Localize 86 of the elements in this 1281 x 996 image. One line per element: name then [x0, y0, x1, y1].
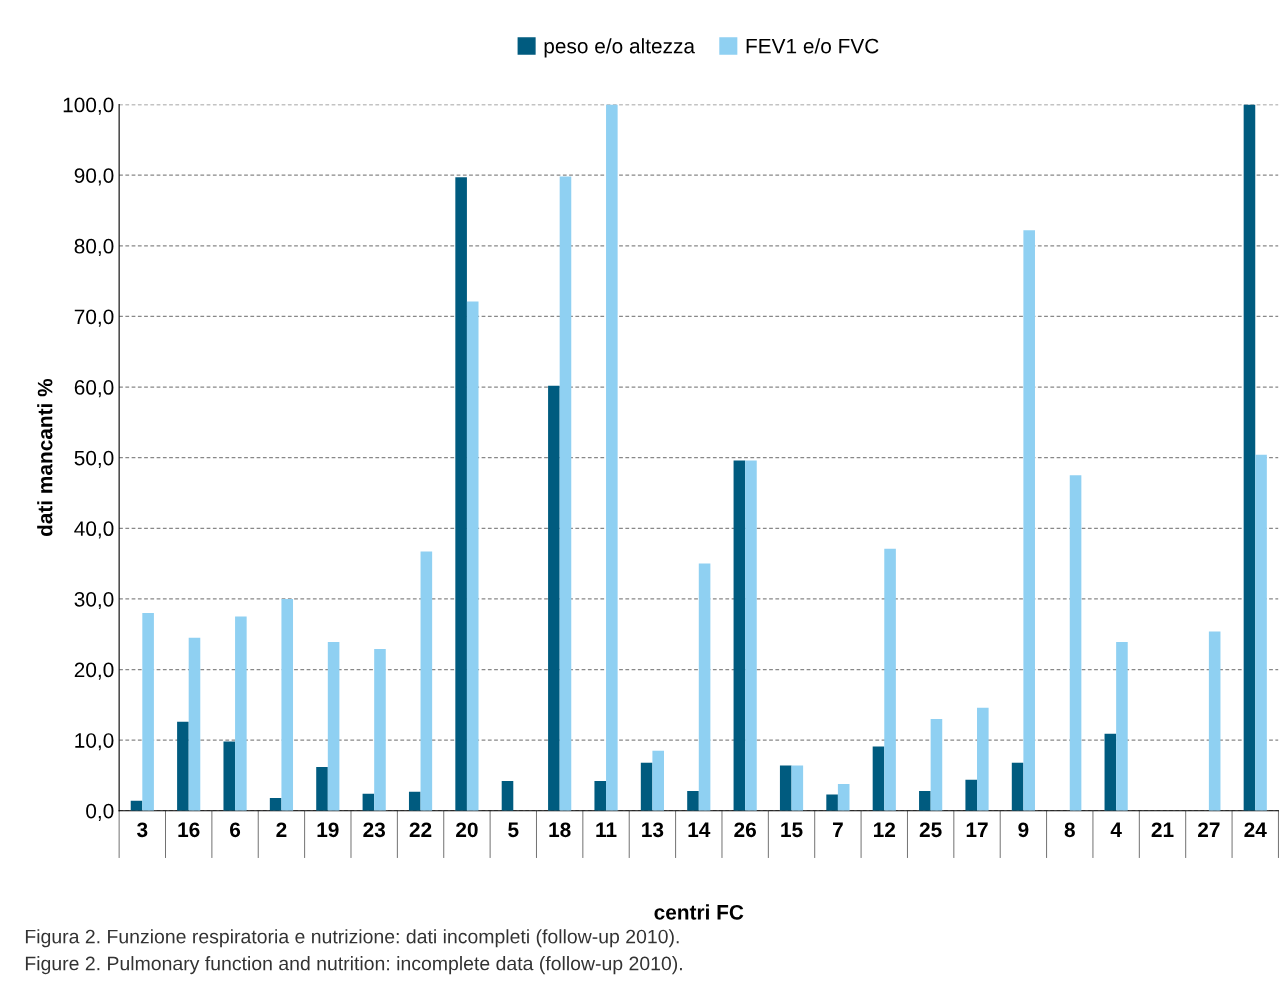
- x-tick-label: 22: [409, 822, 432, 837]
- x-tick-label: 9: [1018, 822, 1029, 838]
- bar: [884, 548, 896, 811]
- x-tick-label: 14: [688, 822, 711, 837]
- bar: [374, 649, 386, 811]
- x-tick-label: 18: [549, 822, 571, 838]
- bar: [501, 781, 514, 811]
- bar: [455, 177, 467, 811]
- x-tick-label: 8: [1064, 822, 1075, 838]
- bar: [188, 637, 201, 811]
- bar: [223, 741, 236, 811]
- bar: [930, 718, 943, 811]
- bar: [640, 762, 653, 811]
- x-tick-label: 24: [1244, 822, 1267, 837]
- x-tick-label: 27: [1198, 822, 1220, 837]
- x-tick-label: 6: [230, 822, 241, 838]
- bar: [420, 551, 433, 811]
- x-tick-label: 17: [966, 822, 988, 837]
- y-tick-label: 0,0: [86, 803, 114, 821]
- bar: [779, 765, 792, 811]
- caption: Figure 2. Pulmonary function and nutrition: incomplete data (follow-up 2010).: [25, 956, 682, 975]
- bar: [698, 563, 711, 811]
- bar: [837, 783, 850, 811]
- x-tick-label: 19: [317, 822, 339, 838]
- x-tick-label: 23: [363, 822, 386, 838]
- y-tick-label: 40,0: [74, 521, 114, 539]
- x-tick-label: 3: [137, 822, 148, 838]
- x-tick-label: 5: [508, 822, 519, 838]
- y-tick-label: 90,0: [74, 168, 114, 186]
- x-tick-label: 11: [596, 822, 617, 837]
- x-tick-label: 16: [178, 822, 200, 838]
- bar: [1116, 641, 1128, 811]
- y-tick-label: 30,0: [74, 591, 114, 610]
- bar: [177, 721, 189, 811]
- bar: [235, 616, 247, 811]
- x-tick-label: 21: [1151, 822, 1174, 837]
- bar: [466, 301, 479, 811]
- y-tick-label: 10,0: [75, 733, 114, 751]
- bar: [594, 781, 607, 811]
- bar: [1011, 762, 1024, 811]
- bar: [408, 791, 421, 811]
- bar: [652, 750, 665, 811]
- bar: [281, 598, 294, 811]
- y-tick-label: 60,0: [74, 380, 114, 398]
- x-tick-label: 26: [734, 822, 756, 838]
- bar: [606, 104, 618, 811]
- bar: [1243, 104, 1256, 811]
- x-tick-label: 12: [874, 822, 896, 837]
- bar: [791, 765, 804, 811]
- y-axis-title: dati mancanti %: [37, 378, 53, 537]
- x-tick-label: 20: [456, 822, 478, 838]
- x-tick-label: 7: [833, 822, 843, 837]
- bar: [142, 613, 154, 811]
- y-tick-label: 100,0: [63, 97, 114, 115]
- bar: [745, 460, 757, 811]
- bar: [548, 385, 560, 811]
- y-tick-label: 80,0: [74, 238, 114, 257]
- bar: [1208, 631, 1221, 811]
- bar: [919, 790, 931, 811]
- y-tick-label: 50,0: [74, 450, 114, 468]
- x-tick-label: 15: [781, 822, 803, 838]
- legend-label: peso e/o altezza: [544, 38, 695, 58]
- bar: [327, 641, 340, 811]
- bar: [362, 793, 375, 811]
- bar: [269, 798, 282, 811]
- x-tick-label: 13: [642, 822, 664, 838]
- bar: [316, 766, 328, 811]
- bar: [965, 779, 978, 811]
- bar: [1023, 230, 1035, 811]
- bar: [872, 746, 885, 811]
- bar: [733, 460, 746, 811]
- legend-label: FEV1 e/o FVC: [746, 38, 879, 54]
- bar: [687, 790, 699, 811]
- bar: [826, 794, 838, 811]
- x-axis-title: centri FC: [654, 904, 744, 920]
- bar: [1069, 475, 1082, 811]
- x-tick-label: 2: [276, 822, 287, 837]
- bar: [1255, 454, 1267, 811]
- y-tick-label: 20,0: [74, 662, 114, 680]
- x-tick-label: 4: [1110, 822, 1122, 837]
- bar: [977, 707, 989, 811]
- text: Figura 2. Funzione respiratoria e nutrizione: dati incompleti (follow-up 2010).: [25, 929, 679, 948]
- bar: [1104, 733, 1117, 811]
- x-tick-label: 25: [919, 822, 942, 838]
- y-tick-label: 70,0: [74, 309, 114, 327]
- bar: [559, 176, 572, 811]
